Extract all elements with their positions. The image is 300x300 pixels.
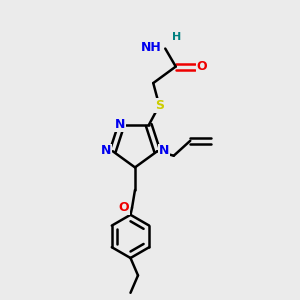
Text: O: O xyxy=(118,201,129,214)
Text: NH: NH xyxy=(141,40,162,54)
Text: N: N xyxy=(115,118,125,131)
Text: N: N xyxy=(159,144,169,157)
Text: N: N xyxy=(101,144,111,157)
Text: S: S xyxy=(155,99,164,112)
Text: H: H xyxy=(172,32,181,42)
Text: O: O xyxy=(196,60,207,73)
